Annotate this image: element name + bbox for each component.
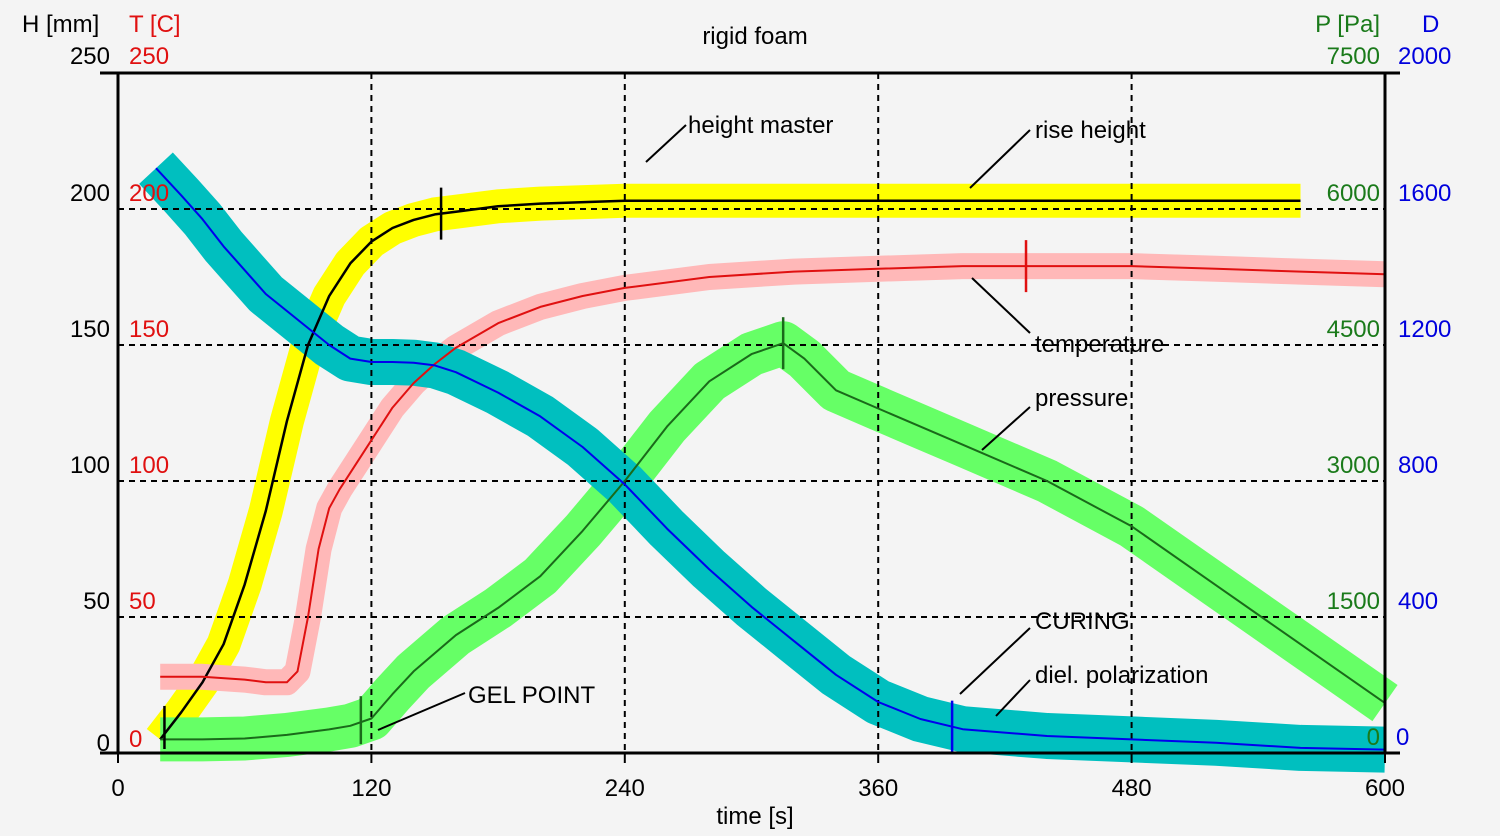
x-tick-label: 0 xyxy=(111,775,124,802)
t-axis-title: T [C] xyxy=(129,11,181,38)
plot-frame xyxy=(100,71,1400,763)
d-tick-label: 2000 xyxy=(1398,43,1451,70)
d-axis-title: D xyxy=(1422,11,1439,38)
curing-callout: CURING xyxy=(1035,608,1130,635)
h-tick-label: 50 xyxy=(83,588,110,615)
p-tick-label: 0 xyxy=(1367,724,1380,751)
temperature-leader xyxy=(971,277,1031,334)
temperature-line xyxy=(160,265,1386,684)
pressure-line xyxy=(160,342,1386,741)
p-axis-title: P [Pa] xyxy=(1315,11,1380,38)
axis-labels: 0 120 240 360 480 600050100150200250050100150… xyxy=(22,11,1451,802)
rise-height-callout: rise height xyxy=(1035,117,1146,144)
t-tick-label: 250 xyxy=(129,43,169,70)
annotations: height master rise height temperature press… xyxy=(377,112,1208,731)
gel-point-callout: GEL POINT xyxy=(468,682,595,709)
d-tick-label: 0 xyxy=(1396,724,1409,751)
t-tick-label: 50 xyxy=(129,588,156,615)
diel-polarization-line xyxy=(155,167,1386,751)
x-axis-label: time [s] xyxy=(716,803,793,830)
d-tick-label: 1200 xyxy=(1398,316,1451,343)
p-tick-label: 4500 xyxy=(1327,316,1380,343)
t-tick-label: 200 xyxy=(129,180,169,207)
h-tick-label: 150 xyxy=(70,316,110,343)
gel-point-leader xyxy=(377,692,466,731)
t-tick-label: 0 xyxy=(129,726,142,753)
p-tick-label: 6000 xyxy=(1327,180,1380,207)
t-tick-label: 150 xyxy=(129,316,169,343)
rise-height-leader xyxy=(969,129,1031,189)
temperature-callout: temperature xyxy=(1035,331,1164,358)
x-tick-label: 240 xyxy=(605,775,645,802)
h-tick-label: 250 xyxy=(70,43,110,70)
p-tick-label: 7500 xyxy=(1327,43,1380,70)
x-tick-label: 360 xyxy=(858,775,898,802)
p-tick-label: 1500 xyxy=(1327,588,1380,615)
h-tick-label: 0 xyxy=(97,730,110,757)
t-tick-label: 100 xyxy=(129,452,169,479)
diel-polarization-callout: diel. polarization xyxy=(1035,662,1208,689)
diel-polarization-leader xyxy=(995,679,1031,717)
d-tick-label: 800 xyxy=(1398,452,1438,479)
chart-title: rigid foam xyxy=(702,23,807,50)
d-tick-label: 400 xyxy=(1398,588,1438,615)
h-axis-title: H [mm] xyxy=(22,11,99,38)
curing-leader xyxy=(959,627,1031,695)
height-master-leader xyxy=(645,124,687,163)
x-tick-label: 120 xyxy=(351,775,391,802)
rise-height-line xyxy=(159,199,1301,741)
h-tick-label: 100 xyxy=(70,452,110,479)
pressure-callout: pressure xyxy=(1035,385,1128,412)
h-tick-label: 200 xyxy=(70,180,110,207)
series-lines xyxy=(155,167,1386,753)
p-tick-label: 3000 xyxy=(1327,452,1380,479)
d-tick-label: 1600 xyxy=(1398,180,1451,207)
pressure-leader xyxy=(981,406,1031,451)
x-tick-label: 600 xyxy=(1365,775,1405,802)
height-master-callout: height master xyxy=(688,112,833,139)
x-tick-label: 480 xyxy=(1112,775,1152,802)
